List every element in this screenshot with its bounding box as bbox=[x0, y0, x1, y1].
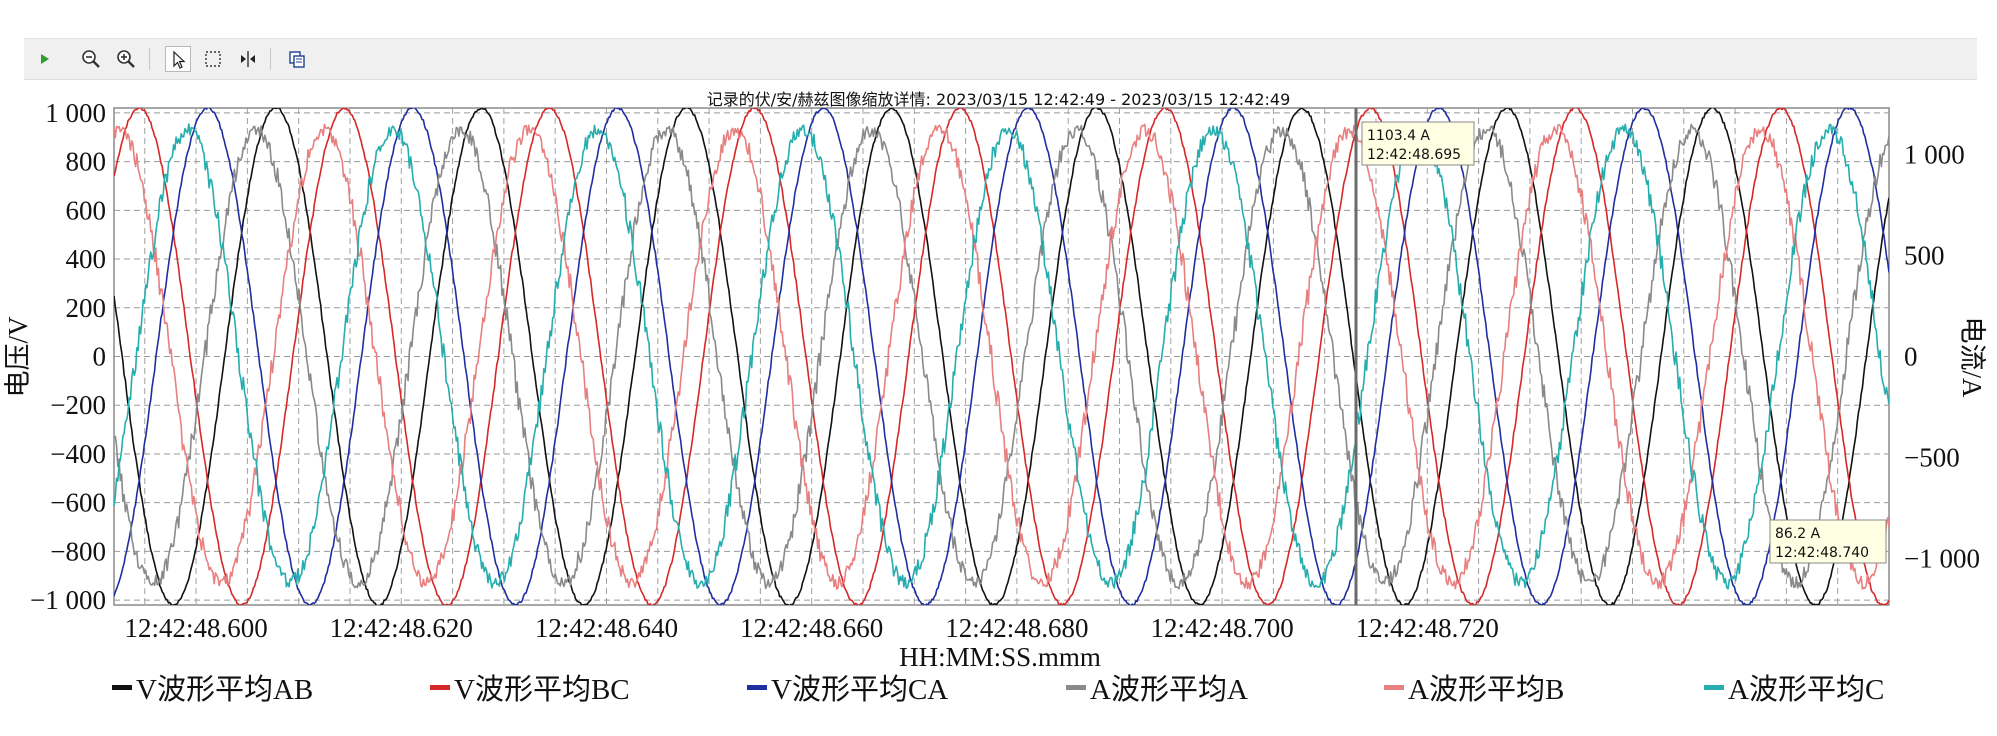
series-group bbox=[114, 108, 1889, 605]
chart-title: 记录的伏/安/赫兹图像缩放详情: 2023/03/15 12:42:49 - 2… bbox=[706, 90, 1291, 109]
legend-item[interactable]: V波形平均CA bbox=[747, 669, 949, 706]
annotation-value: 86.2 A bbox=[1775, 526, 1821, 542]
legend-swatch bbox=[430, 684, 450, 690]
y-tick-left: −600 bbox=[50, 488, 106, 518]
x-tick-label: 12:42:48.620 bbox=[330, 613, 473, 643]
zoom-in-button[interactable] bbox=[113, 46, 139, 72]
annotation-value: 1103.4 A bbox=[1367, 128, 1430, 144]
chart-toolbar bbox=[24, 38, 1977, 80]
x-axis-ticks: 12:42:48.600 12:42:48.620 12:42:48.640 12:4… bbox=[124, 613, 1498, 643]
legend-swatch bbox=[112, 684, 132, 690]
legend-label: A波形平均A bbox=[1090, 674, 1248, 706]
annotation-time: 12:42:48.695 bbox=[1367, 147, 1461, 163]
box-select-tool-button[interactable] bbox=[200, 46, 226, 72]
annotation-86-2: 86.2 A 12:42:48.740 bbox=[1769, 519, 1887, 564]
series-line bbox=[114, 108, 1889, 605]
x-tick-label: 12:42:48.600 bbox=[124, 613, 267, 643]
copy-button[interactable] bbox=[284, 46, 310, 72]
legend-swatch bbox=[1384, 684, 1404, 690]
y-tick-right: 1 000 bbox=[1904, 139, 1965, 169]
series-line bbox=[114, 108, 1889, 605]
cursor-arrow-icon bbox=[173, 50, 186, 69]
legend-swatch bbox=[747, 684, 767, 690]
legend-label: A波形平均C bbox=[1728, 674, 1885, 706]
x-tick-label: 12:42:48.680 bbox=[945, 613, 1088, 643]
series-line bbox=[114, 123, 1889, 590]
legend-swatch bbox=[1066, 684, 1086, 690]
y-tick-right: −500 bbox=[1904, 443, 1960, 473]
legend-item[interactable]: V波形平均AB bbox=[112, 669, 314, 706]
x-tick-label: 12:42:48.640 bbox=[535, 613, 678, 643]
legend-label: A波形平均B bbox=[1408, 674, 1565, 706]
copy-icon bbox=[289, 51, 305, 68]
legend-swatch bbox=[1704, 684, 1724, 690]
annotation-box bbox=[1769, 519, 1887, 564]
y-tick-left: 1 000 bbox=[45, 98, 106, 128]
legend-item[interactable]: A波形平均B bbox=[1384, 669, 1565, 706]
legend-label: V波形平均AB bbox=[136, 674, 314, 706]
play-icon bbox=[41, 54, 49, 64]
y-axis-right-ticks: 1 000 500 0 −500 −1 000 bbox=[1904, 139, 1980, 573]
toolbar-separator bbox=[270, 48, 271, 70]
x-tick-label: 12:42:48.660 bbox=[740, 613, 883, 643]
legend-label: V波形平均CA bbox=[771, 674, 949, 706]
series-line bbox=[114, 108, 1889, 605]
x-axis-label: HH:MM:SS.mmm bbox=[899, 642, 1101, 672]
y-tick-right: 0 bbox=[1904, 342, 1918, 372]
series-line bbox=[114, 123, 1889, 590]
series-line bbox=[114, 123, 1889, 590]
selection-box-icon bbox=[205, 51, 221, 67]
y-tick-left: 800 bbox=[66, 147, 107, 177]
y-tick-left: −1 000 bbox=[30, 585, 106, 615]
y-tick-left: 200 bbox=[66, 293, 107, 323]
play-button[interactable] bbox=[32, 46, 58, 72]
y-axis-right-label: 电流/A bbox=[1957, 317, 1987, 399]
annotation-time: 12:42:48.740 bbox=[1775, 545, 1869, 561]
y-tick-left: 400 bbox=[66, 244, 107, 274]
y-tick-right: −1 000 bbox=[1904, 544, 1980, 574]
pointer-tool-button[interactable] bbox=[165, 46, 191, 72]
zoom-out-icon bbox=[82, 50, 100, 68]
y-tick-left: 0 bbox=[93, 342, 107, 372]
x-tick-label: 12:42:48.700 bbox=[1150, 613, 1293, 643]
legend-label: V波形平均BC bbox=[454, 674, 630, 706]
x-tick-label: 12:42:48.720 bbox=[1356, 613, 1499, 643]
annotation-box bbox=[1361, 121, 1475, 166]
legend-item[interactable]: A波形平均A bbox=[1066, 669, 1248, 706]
y-tick-right: 500 bbox=[1904, 240, 1945, 270]
zoom-in-icon bbox=[117, 50, 135, 68]
y-tick-left: −200 bbox=[50, 390, 106, 420]
y-axis-left-label: 电压/V bbox=[3, 316, 33, 398]
y-tick-left: −400 bbox=[50, 439, 106, 469]
zoom-out-button[interactable] bbox=[78, 46, 104, 72]
y-axis-left-ticks: 1 000 800 600 400 200 0 −200 −400 −600 −800 −1 000 bbox=[30, 98, 106, 615]
y-tick-left: −800 bbox=[50, 536, 106, 566]
annotation-1103-4: 1103.4 A 12:42:48.695 bbox=[1361, 121, 1475, 166]
legend-item[interactable]: A波形平均C bbox=[1704, 669, 1885, 706]
y-tick-left: 600 bbox=[66, 195, 107, 225]
legend-item[interactable]: V波形平均BC bbox=[430, 669, 630, 706]
toolbar-separator bbox=[149, 48, 150, 70]
cursor-measure-icon bbox=[241, 51, 255, 67]
cursor-measure-tool-button[interactable] bbox=[235, 46, 261, 72]
plot-area[interactable] bbox=[113, 107, 1890, 606]
